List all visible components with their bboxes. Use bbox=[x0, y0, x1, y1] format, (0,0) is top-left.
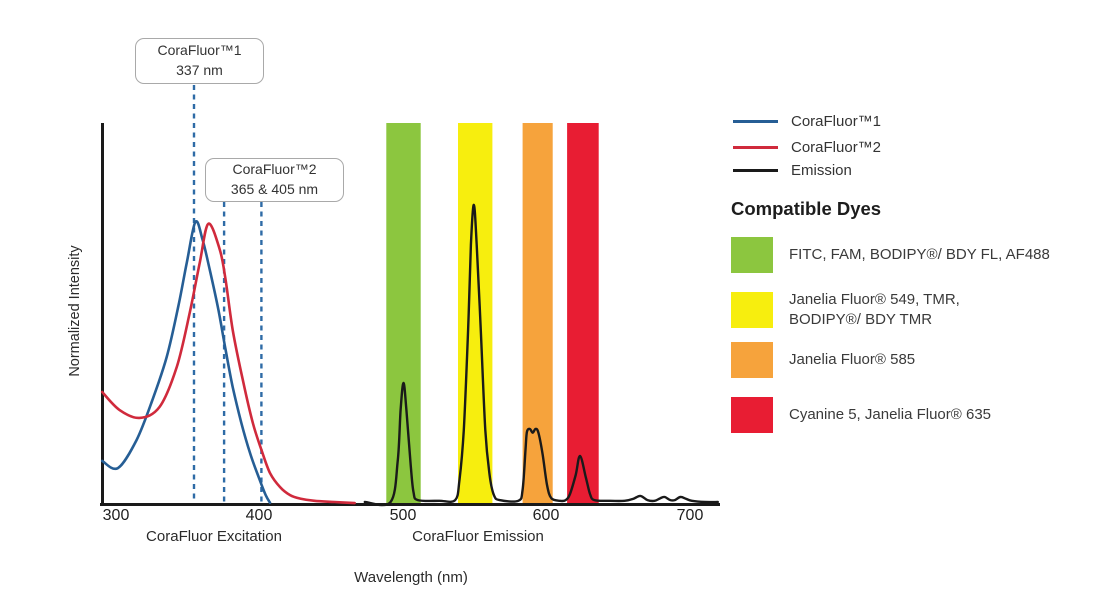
dye-row-green: FITC, FAM, BODIPY®/ BDY FL, AF488 bbox=[731, 237, 1050, 273]
legend-item-corafluor1: CoraFluor™1 bbox=[733, 112, 881, 130]
x-tick-300: 300 bbox=[102, 507, 130, 524]
corafluor1-line-swatch bbox=[733, 119, 778, 123]
orange-filter-swatch bbox=[731, 342, 773, 378]
legend-item-corafluor2: CoraFluor™2 bbox=[733, 138, 881, 156]
y-axis-title: Normalized Intensity bbox=[67, 245, 83, 377]
x-axis-title: Wavelength (nm) bbox=[354, 569, 468, 586]
corafluor2-line-swatch bbox=[733, 145, 778, 149]
callout-corafluor1-title: CoraFluor™1 bbox=[157, 42, 242, 59]
legend-label: Emission bbox=[791, 161, 852, 179]
dye-label: Janelia Fluor® 549, TMR, BODIPY®/ BDY TM… bbox=[789, 291, 960, 329]
green-filter-swatch bbox=[731, 237, 773, 273]
dye-row-yellow: Janelia Fluor® 549, TMR, BODIPY®/ BDY TM… bbox=[731, 290, 960, 331]
dye-label: FITC, FAM, BODIPY®/ BDY FL, AF488 bbox=[789, 245, 1050, 263]
yellow-filter-swatch bbox=[731, 292, 773, 329]
x-section-label-excitation: CoraFluor Excitation bbox=[146, 528, 282, 545]
callout-corafluor2-title: CoraFluor™2 bbox=[232, 161, 317, 178]
dye-row-red: Cyanine 5, Janelia Fluor® 635 bbox=[731, 397, 991, 433]
compatible-dyes-heading: Compatible Dyes bbox=[731, 198, 882, 219]
legend-label: CoraFluor™2 bbox=[791, 138, 882, 156]
x-tick-600: 600 bbox=[532, 507, 560, 524]
x-tick-700: 700 bbox=[676, 507, 704, 524]
legend-item-emission: Emission bbox=[733, 161, 852, 179]
x-tick-400: 400 bbox=[245, 507, 273, 524]
callout-corafluor1-value: 337 nm bbox=[176, 62, 223, 78]
callout-corafluor2: CoraFluor™2 365 & 405 nm bbox=[205, 158, 344, 202]
x-tick-500: 500 bbox=[389, 507, 417, 524]
dye-label: Cyanine 5, Janelia Fluor® 635 bbox=[789, 405, 992, 423]
legend-label: CoraFluor™1 bbox=[791, 112, 882, 130]
dye-label: Janelia Fluor® 585 bbox=[789, 350, 916, 368]
x-section-label-emission: CoraFluor Emission bbox=[412, 528, 544, 545]
callout-corafluor1: CoraFluor™1 337 nm bbox=[135, 38, 264, 84]
red-filter-swatch bbox=[731, 397, 773, 433]
emission-line-swatch bbox=[733, 168, 778, 172]
callout-corafluor2-value: 365 & 405 nm bbox=[230, 181, 319, 197]
dye-row-orange: Janelia Fluor® 585 bbox=[731, 342, 915, 378]
